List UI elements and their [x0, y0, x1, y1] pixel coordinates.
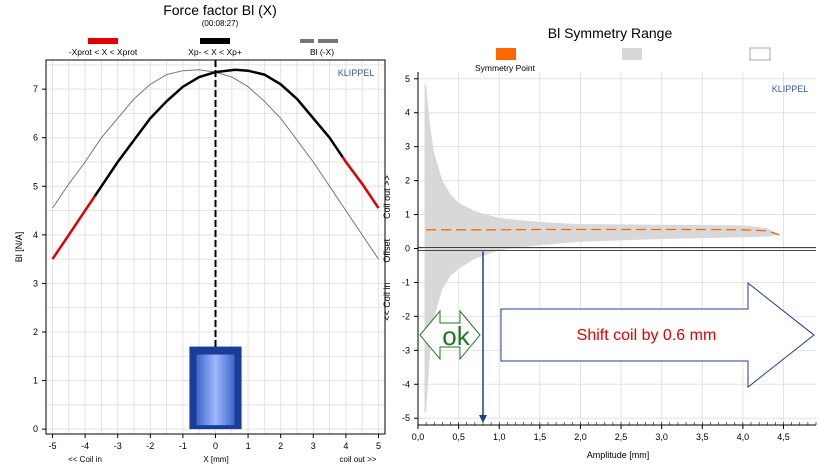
legend-swatch-bl-neg-x-b	[318, 39, 338, 43]
left-chart-timestamp: (00:08:27)	[202, 19, 239, 28]
right-watermark: KLIPPEL	[772, 84, 809, 94]
legend-label-symmetry-point: Symmetry Point	[475, 63, 536, 73]
right-x-tick-label: 2,5	[615, 432, 628, 442]
legend-label-xp: Xp- < X < Xp+	[188, 47, 242, 57]
left-axis-ticks: -5 -4 -3 -2 -1 0 1 2 3 4 5 0 1 2 3 4 5 6 7	[33, 84, 381, 451]
right-chart-title: Bl Symmetry Range	[548, 25, 673, 41]
legend-label-xprot: -Xprot < X < Xprot	[69, 47, 138, 57]
right-y-axis-label: << Coil in Offset Coil out >>	[382, 175, 392, 320]
legend-swatch-empty	[749, 47, 771, 61]
right-axis-ticks: 0,0 0,5 1,0 1,5 2,0 2,5 3,0 3,5 4,0 4,5 5 4 3 2 1 0 -1 -2…	[402, 74, 817, 442]
right-y-tick-label: 5	[405, 74, 410, 84]
left-y-tick-label: 4	[33, 230, 38, 240]
left-y-tick-label: 7	[33, 84, 38, 94]
left-y-axis-label: Bl [N/A]	[14, 232, 24, 263]
left-x-tick-label: -4	[81, 441, 89, 451]
right-y-tick-label: 4	[405, 108, 410, 118]
ok-label: ok	[442, 321, 470, 351]
left-y-tick-label: 6	[33, 133, 38, 143]
right-x-tick-label: 0,0	[412, 432, 425, 442]
right-x-axis-label: Amplitude [mm]	[587, 450, 650, 460]
right-y-tick-label: 2	[405, 176, 410, 186]
shift-coil-label: Shift coil by 0.6 mm	[577, 327, 717, 344]
left-x-tick-label: -1	[179, 441, 187, 451]
amplitude-marker-arrowhead	[478, 415, 487, 423]
left-plot-marks	[51, 60, 380, 430]
right-y-tick-label: -2	[402, 311, 410, 321]
right-x-tick-label: 3,0	[655, 432, 668, 442]
ok-range-arrow	[419, 309, 481, 361]
left-y-tick-label: 0	[33, 424, 38, 434]
left-x-tick-label: 0	[213, 441, 218, 451]
right-y-tick-label: -1	[402, 277, 410, 287]
right-y-tick-label: 3	[405, 142, 410, 152]
left-x-axis-label: X [mm]	[203, 455, 228, 464]
symmetry-range-area	[424, 83, 780, 414]
shift-coil-arrow	[500, 282, 815, 389]
right-x-tick-label: 2,0	[574, 432, 587, 442]
left-x-tick-label: 1	[246, 441, 251, 451]
left-x-tick-label: -5	[49, 441, 57, 451]
force-factor-chart: Force factor Bl (X) (00:08:27) -Xprot < …	[14, 2, 386, 464]
left-x-tick-label: -3	[114, 441, 122, 451]
left-x-axis-label-coil-out: coil out >>	[340, 455, 377, 464]
symmetry-range-chart: Bl Symmetry Range Symmetry Point 0,0 0,5 1…	[382, 25, 817, 460]
left-y-tick-label: 3	[33, 278, 38, 288]
legend-swatch-symmetry-point	[496, 48, 516, 60]
right-x-tick-label: 0,5	[452, 432, 465, 442]
legend-swatch-xp	[200, 38, 230, 44]
right-x-tick-label: 1,5	[534, 432, 547, 442]
legend-swatch-range	[622, 48, 642, 60]
right-x-tick-label: 3,5	[696, 432, 709, 442]
right-x-tick-label: 1,0	[493, 432, 506, 442]
left-x-tick-label: 2	[278, 441, 283, 451]
series-line-symmetry-point	[426, 228, 780, 236]
left-x-tick-label: -2	[146, 441, 154, 451]
coil-symbol-inner	[196, 354, 235, 426]
legend-swatch-bl-neg-x-a	[300, 39, 314, 43]
right-y-tick-label: 1	[405, 210, 410, 220]
series-line-bl-x-outside-right	[341, 156, 380, 209]
left-x-tick-label: 5	[376, 441, 381, 451]
right-annotations: ok Shift coil by 0.6 mm	[419, 251, 815, 423]
right-y-tick-label: -3	[402, 345, 410, 355]
left-x-tick-label: 4	[343, 441, 348, 451]
legend-label-bl-neg-x: Bl (-X)	[310, 47, 334, 57]
right-x-tick-label: 4,0	[737, 432, 750, 442]
legend-swatch-xprot	[88, 38, 118, 44]
left-x-axis-label-coil-in: << Coil in	[68, 455, 102, 464]
left-y-tick-label: 2	[33, 327, 38, 337]
series-line-bl-x-outside-left	[51, 195, 96, 260]
left-x-tick-label: 3	[311, 441, 316, 451]
right-plot-marks	[418, 83, 816, 414]
left-chart-title: Force factor Bl (X)	[163, 2, 277, 18]
right-y-tick-label: -5	[402, 413, 410, 423]
right-y-tick-label: 0	[405, 244, 410, 254]
right-x-tick-label: 4,5	[777, 432, 790, 442]
left-y-tick-label: 1	[33, 376, 38, 386]
right-y-tick-label: -4	[402, 379, 410, 389]
left-watermark: KLIPPEL	[338, 68, 375, 78]
left-y-tick-label: 5	[33, 181, 38, 191]
